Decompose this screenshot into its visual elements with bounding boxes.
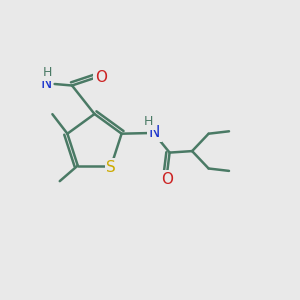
Text: S: S	[106, 160, 116, 175]
Text: O: O	[161, 172, 173, 187]
Text: N: N	[40, 76, 52, 91]
Text: H: H	[144, 116, 154, 128]
Text: O: O	[95, 70, 107, 86]
Text: H: H	[42, 66, 52, 79]
Text: N: N	[149, 125, 160, 140]
